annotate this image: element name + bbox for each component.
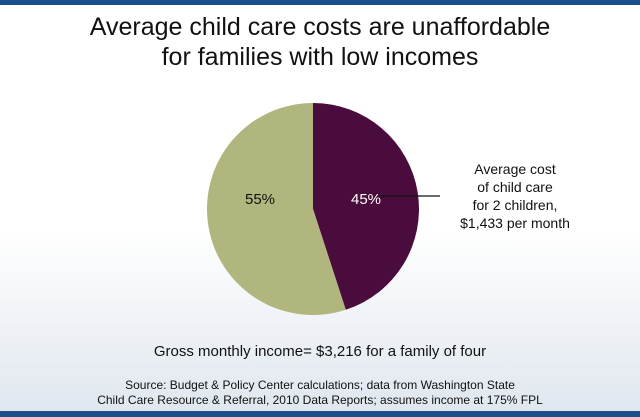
title-line-2: for families with low incomes xyxy=(161,43,479,71)
slice-label-0: 45% xyxy=(351,191,381,208)
top-border xyxy=(0,0,640,5)
slice-label-1: 55% xyxy=(245,191,275,208)
annotation-line-2: of child care xyxy=(477,179,553,195)
pie-slice-1 xyxy=(207,103,346,315)
annotation-text: Average cost of child care for 2 childre… xyxy=(440,160,590,232)
income-note: Gross monthly income= $3,216 for a famil… xyxy=(153,343,487,360)
chart-title: Average child care costs are unaffordabl… xyxy=(0,12,640,72)
annotation-line-4: $1,433 per month xyxy=(460,215,570,231)
source-note: Source: Budget & Policy Center calculati… xyxy=(0,378,640,408)
source-line-1: Source: Budget & Policy Center calculati… xyxy=(125,378,515,392)
pie-slice-0 xyxy=(313,103,419,310)
title-line-1: Average child care costs are unaffordabl… xyxy=(89,13,551,41)
annotation-line-3: for 2 children, xyxy=(472,197,558,213)
source-line-2: Child Care Resource & Referral, 2010 Dat… xyxy=(97,393,543,407)
bottom-border xyxy=(0,411,640,417)
annotation-line-1: Average cost xyxy=(474,161,556,177)
